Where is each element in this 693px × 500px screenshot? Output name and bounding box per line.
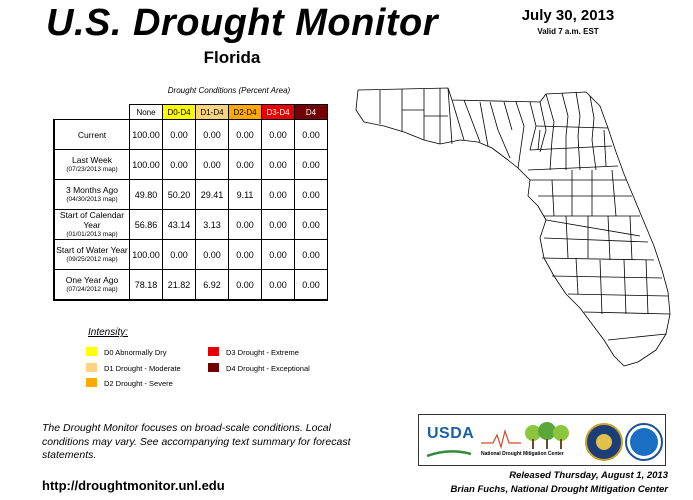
drought-conditions-table: None D0-D4 D1-D4 D2-D4 D3-D4 D4 Current … <box>53 104 328 301</box>
table-cell: 50.20 <box>162 179 196 210</box>
table-cell: 0.00 <box>195 119 229 150</box>
table-row: Start of Calendar Year (01/01/2013 map) 5… <box>53 209 328 240</box>
col-d0-d4: D0-D4 <box>162 104 196 120</box>
map-date: July 30, 2013 <box>521 7 615 24</box>
table-cell: 6.92 <box>195 269 229 301</box>
table-cell: 0.00 <box>228 119 262 150</box>
table-cell: 0.00 <box>228 269 262 301</box>
author: Brian Fuchs, National Drought Mitigation… <box>450 484 668 495</box>
release-date: Released Thursday, August 1, 2013 <box>509 470 668 481</box>
table-cell: 0.00 <box>294 209 328 240</box>
legend-swatch <box>86 347 97 356</box>
table-cell: 0.00 <box>228 149 262 180</box>
row-label: 3 Months Ago (04/30/2013 map) <box>53 179 130 210</box>
legend-title: Intensity: <box>88 327 129 338</box>
table-cell: 100.00 <box>129 149 163 180</box>
ndmc-tree-icon <box>481 422 569 450</box>
col-d3-d4: D3-D4 <box>261 104 295 120</box>
table-cell: 9.11 <box>228 179 262 210</box>
row-label: Current <box>53 119 130 150</box>
table-cell: 0.00 <box>162 119 196 150</box>
table-cell: 49.80 <box>129 179 163 210</box>
florida-map <box>355 87 671 367</box>
commerce-seal-icon <box>585 423 623 461</box>
florida-outline <box>355 87 671 367</box>
table-row: Current 100.00 0.00 0.00 0.00 0.00 0.00 <box>53 119 328 150</box>
partner-logos: USDA National Drought Mitigation Center <box>418 414 666 466</box>
table-cell: 0.00 <box>294 119 328 150</box>
table-row: Last Week (07/23/2013 map) 100.00 0.00 0.… <box>53 149 328 180</box>
valid-time: Valid 7 a.m. EST <box>537 27 599 36</box>
table-corner <box>54 105 130 120</box>
table-cell: 56.86 <box>129 209 163 240</box>
table-row: 3 Months Ago (04/30/2013 map) 49.80 50.20… <box>53 179 328 210</box>
table-row: Start of Water Year (09/25/2012 map) 100.… <box>53 239 328 270</box>
col-d4: D4 <box>294 104 328 120</box>
table-cell: 0.00 <box>294 239 328 270</box>
state-name: Florida <box>203 48 261 67</box>
ndmc-logo: National Drought Mitigation Center <box>481 421 577 461</box>
noaa-logo-icon <box>625 423 663 461</box>
table-cell: 3.13 <box>195 209 229 240</box>
usda-logo: USDA <box>427 425 475 442</box>
row-label: Last Week (07/23/2013 map) <box>53 149 130 180</box>
table-cell: 0.00 <box>195 149 229 180</box>
usda-logo-swoosh <box>426 445 472 458</box>
table-cell: 0.00 <box>228 239 262 270</box>
row-label: Start of Calendar Year (01/01/2013 map) <box>53 209 130 240</box>
row-label: One Year Ago (07/24/2012 map) <box>53 269 130 301</box>
table-row: One Year Ago (07/24/2012 map) 78.18 21.82… <box>53 269 328 301</box>
table-cell: 0.00 <box>162 239 196 270</box>
col-d2-d4: D2-D4 <box>228 104 262 120</box>
table-cell: 29.41 <box>195 179 229 210</box>
table-cell: 0.00 <box>261 209 295 240</box>
table-cell: 0.00 <box>294 269 328 301</box>
table-cell: 0.00 <box>261 149 295 180</box>
website-link[interactable]: http://droughtmonitor.unl.edu <box>42 478 225 493</box>
table-cell: 0.00 <box>228 209 262 240</box>
col-d1-d4: D1-D4 <box>195 104 229 120</box>
table-cell: 0.00 <box>261 269 295 301</box>
table-cell: 43.14 <box>162 209 196 240</box>
footnote: The Drought Monitor focuses on broad-sca… <box>42 422 351 461</box>
table-cell: 100.00 <box>129 119 163 150</box>
table-cell: 78.18 <box>129 269 163 301</box>
table-cell: 0.00 <box>294 149 328 180</box>
legend-swatch <box>86 363 97 372</box>
legend-swatch <box>208 347 219 356</box>
table-cell: 0.00 <box>195 239 229 270</box>
table-cell: 0.00 <box>261 119 295 150</box>
legend-swatch <box>86 378 97 387</box>
table-header-row: None D0-D4 D1-D4 D2-D4 D3-D4 D4 <box>54 104 328 120</box>
legend-swatch <box>208 363 219 372</box>
map-title: U.S. Drought Monitor <box>46 2 439 44</box>
table-cell: 0.00 <box>261 179 295 210</box>
table-caption: Drought Conditions (Percent Area) <box>167 86 291 95</box>
table-cell: 0.00 <box>294 179 328 210</box>
table-cell: 21.82 <box>162 269 196 301</box>
table-cell: 100.00 <box>129 239 163 270</box>
table-cell: 0.00 <box>162 149 196 180</box>
table-cell: 0.00 <box>261 239 295 270</box>
row-label: Start of Water Year (09/25/2012 map) <box>53 239 130 270</box>
col-none: None <box>129 104 163 120</box>
